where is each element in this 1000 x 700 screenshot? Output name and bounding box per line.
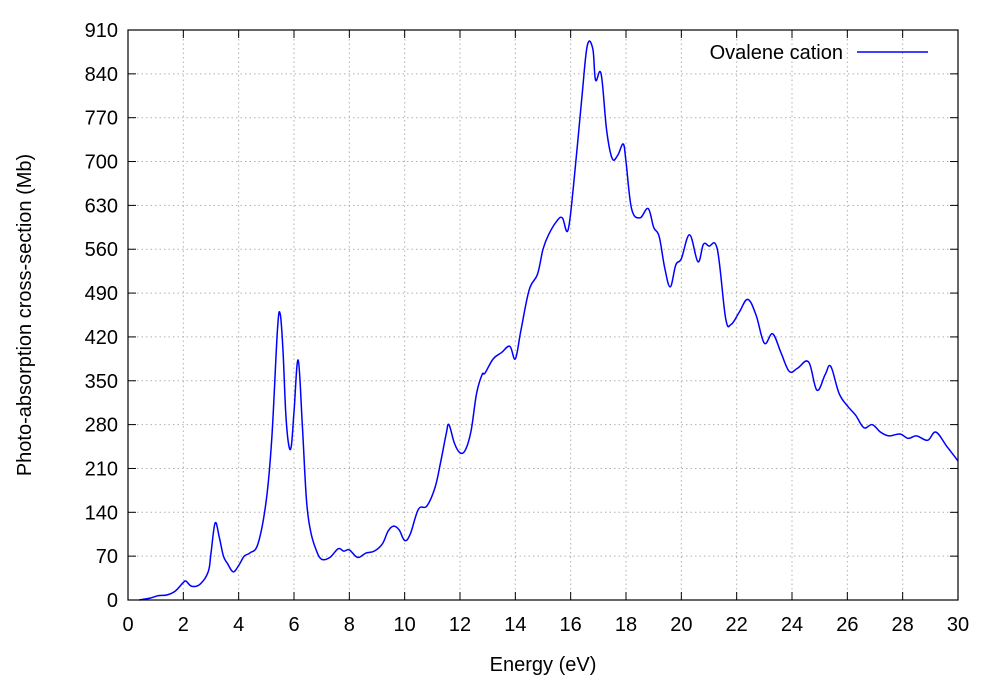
x-axis-label: Energy (eV) — [490, 654, 597, 676]
x-tick-label: 6 — [288, 614, 299, 636]
legend-entry-label: Ovalene cation — [710, 42, 843, 64]
x-tick-label: 14 — [504, 614, 526, 636]
x-tick-label: 16 — [560, 614, 582, 636]
x-tick-label: 10 — [394, 614, 416, 636]
grid-lines — [128, 30, 958, 600]
x-tick-label: 26 — [836, 614, 858, 636]
x-tick-label: 8 — [344, 614, 355, 636]
y-tick-label: 490 — [85, 283, 118, 305]
x-tick-label: 20 — [670, 614, 692, 636]
x-tick-label: 2 — [178, 614, 189, 636]
y-tick-label: 280 — [85, 415, 118, 437]
x-tick-label: 24 — [781, 614, 803, 636]
y-tick-label: 0 — [107, 590, 118, 612]
x-tick-label: 28 — [892, 614, 914, 636]
y-axis-label: Photo-absorption cross-section (Mb) — [14, 154, 36, 476]
x-tick-labels: 0 2 4 6 8 10 12 14 16 18 20 22 24 26 28 30 — [122, 614, 969, 636]
x-tick-label: 18 — [615, 614, 637, 636]
y-tick-label: 70 — [96, 546, 118, 568]
y-tick-label: 700 — [85, 152, 118, 174]
y-tick-label: 630 — [85, 195, 118, 217]
x-tick-label: 22 — [726, 614, 748, 636]
x-tick-label: 12 — [449, 614, 471, 636]
x-tick-label: 30 — [947, 614, 969, 636]
y-tick-labels: 0 70 140 210 280 350 420 490 560 630 700 770 840 910 — [85, 20, 118, 612]
y-tick-label: 840 — [85, 64, 118, 86]
tick-marks — [127, 29, 959, 601]
series-line-0 — [138, 40, 959, 601]
y-tick-label: 140 — [85, 502, 118, 524]
y-tick-label: 210 — [85, 458, 118, 480]
y-tick-label: 350 — [85, 371, 118, 393]
y-tick-label: 560 — [85, 239, 118, 261]
y-tick-label: 770 — [85, 108, 118, 130]
x-tick-label: 0 — [122, 614, 133, 636]
plot-frame — [127, 29, 959, 601]
y-tick-label: 910 — [85, 20, 118, 42]
series-layer — [138, 40, 959, 601]
y-tick-label: 420 — [85, 327, 118, 349]
legend: Ovalene cation — [710, 42, 928, 64]
x-tick-label: 4 — [233, 614, 244, 636]
